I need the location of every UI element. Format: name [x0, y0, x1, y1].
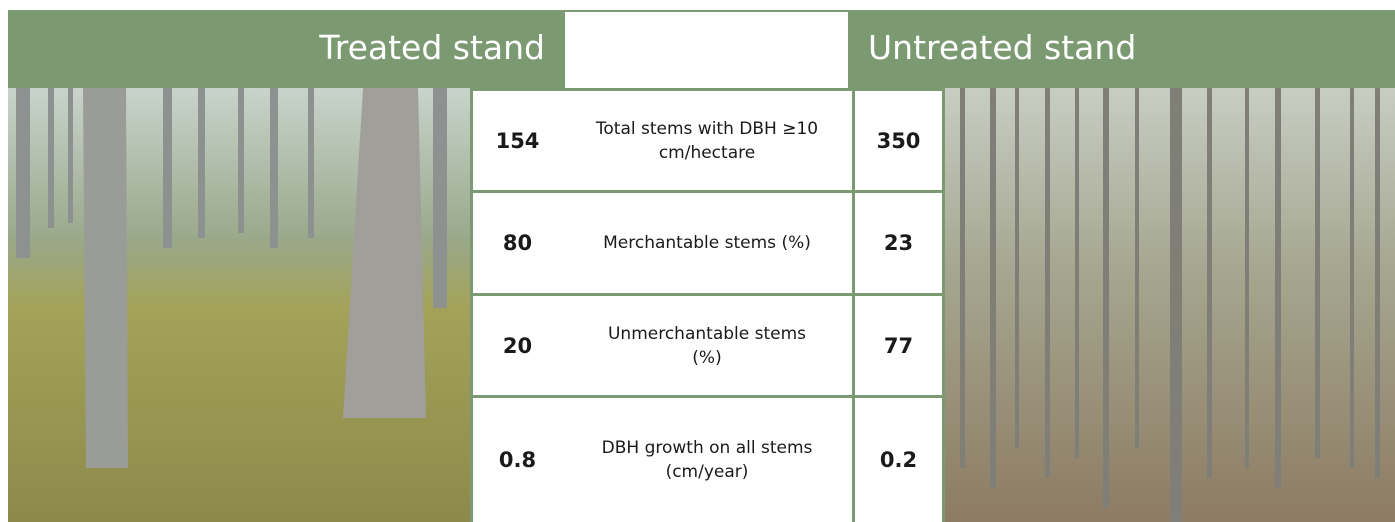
measure-label: Merchantable stems (%): [603, 231, 811, 255]
measure-label-cell: Merchantable stems (%): [562, 193, 852, 293]
left-title: Treated stand: [319, 10, 545, 88]
treated-photo: [8, 88, 470, 522]
left-value-cell: 80: [473, 193, 562, 293]
left-value: 154: [496, 129, 540, 153]
left-value-cell: 0.8: [473, 398, 562, 522]
measure-label: Total stems with DBH ≥10 cm/hectare: [591, 117, 823, 165]
measure-label: DBH growth on all stems (cm/year): [591, 436, 823, 484]
right-value: 23: [884, 231, 913, 255]
left-value: 0.8: [499, 448, 536, 472]
left-value: 80: [503, 231, 532, 255]
right-value: 0.2: [880, 448, 917, 472]
right-value: 350: [877, 129, 921, 153]
header-blank: [565, 12, 848, 88]
left-value-cell: 20: [473, 296, 562, 395]
measure-label-cell: DBH growth on all stems (cm/year): [562, 398, 852, 522]
page: Treated stand Untreated stand 154 Total s…: [0, 0, 1395, 522]
right-title: Untreated stand: [868, 10, 1136, 88]
measure-label-cell: Unmerchantable stems (%): [562, 296, 852, 395]
right-value: 77: [884, 334, 913, 358]
left-value-cell: 154: [473, 91, 562, 190]
untreated-photo: [945, 88, 1395, 522]
left-value: 20: [503, 334, 532, 358]
measure-label: Unmerchantable stems (%): [591, 322, 823, 370]
right-value-cell: 77: [855, 296, 942, 395]
right-value-cell: 23: [855, 193, 942, 293]
right-value-cell: 0.2: [855, 398, 942, 522]
measure-label-cell: Total stems with DBH ≥10 cm/hectare: [562, 91, 852, 190]
comparison-table: 154 Total stems with DBH ≥10 cm/hectare 35…: [470, 88, 945, 522]
right-value-cell: 350: [855, 91, 942, 190]
